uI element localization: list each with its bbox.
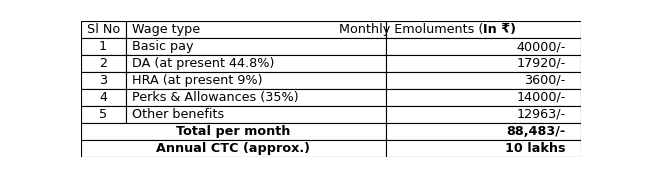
- Bar: [81, 89, 126, 106]
- Bar: [81, 140, 386, 157]
- Text: 14000/-: 14000/-: [516, 91, 566, 104]
- Text: 3600/-: 3600/-: [524, 74, 566, 87]
- Bar: [386, 89, 580, 106]
- Text: Basic pay: Basic pay: [132, 40, 193, 53]
- Text: Annual CTC (approx.): Annual CTC (approx.): [156, 142, 310, 155]
- Bar: [386, 55, 580, 72]
- Text: Monthly Emoluments (: Monthly Emoluments (: [339, 23, 483, 36]
- Bar: [386, 140, 580, 157]
- Bar: [386, 38, 580, 55]
- Text: 40000/-: 40000/-: [516, 40, 566, 53]
- Bar: [81, 21, 126, 38]
- Text: DA (at present 44.8%): DA (at present 44.8%): [132, 57, 274, 70]
- Text: HRA (at present 9%): HRA (at present 9%): [132, 74, 262, 87]
- Text: 5: 5: [99, 108, 107, 121]
- Bar: [126, 72, 386, 89]
- Bar: [386, 72, 580, 89]
- Text: Perks & Allowances (35%): Perks & Allowances (35%): [132, 91, 298, 104]
- Text: 17920/-: 17920/-: [516, 57, 566, 70]
- Bar: [126, 89, 386, 106]
- Text: 10 lakhs: 10 lakhs: [505, 142, 566, 155]
- Text: Other benefits: Other benefits: [132, 108, 224, 121]
- Text: 1: 1: [99, 40, 107, 53]
- Text: 88,483/-: 88,483/-: [506, 125, 566, 138]
- Bar: [81, 123, 386, 140]
- Text: In ₹): In ₹): [483, 23, 516, 36]
- Bar: [386, 21, 580, 38]
- Bar: [386, 106, 580, 123]
- Bar: [81, 72, 126, 89]
- Bar: [81, 106, 126, 123]
- Bar: [126, 21, 386, 38]
- Bar: [386, 123, 580, 140]
- Text: 12963/-: 12963/-: [517, 108, 566, 121]
- Text: 3: 3: [99, 74, 107, 87]
- Bar: [81, 38, 126, 55]
- Text: 4: 4: [99, 91, 107, 104]
- Text: Wage type: Wage type: [132, 23, 200, 36]
- Text: 2: 2: [99, 57, 107, 70]
- Bar: [126, 55, 386, 72]
- Bar: [81, 55, 126, 72]
- Text: Sl No: Sl No: [86, 23, 120, 36]
- Bar: [126, 106, 386, 123]
- Text: Total per month: Total per month: [176, 125, 290, 138]
- Bar: [126, 38, 386, 55]
